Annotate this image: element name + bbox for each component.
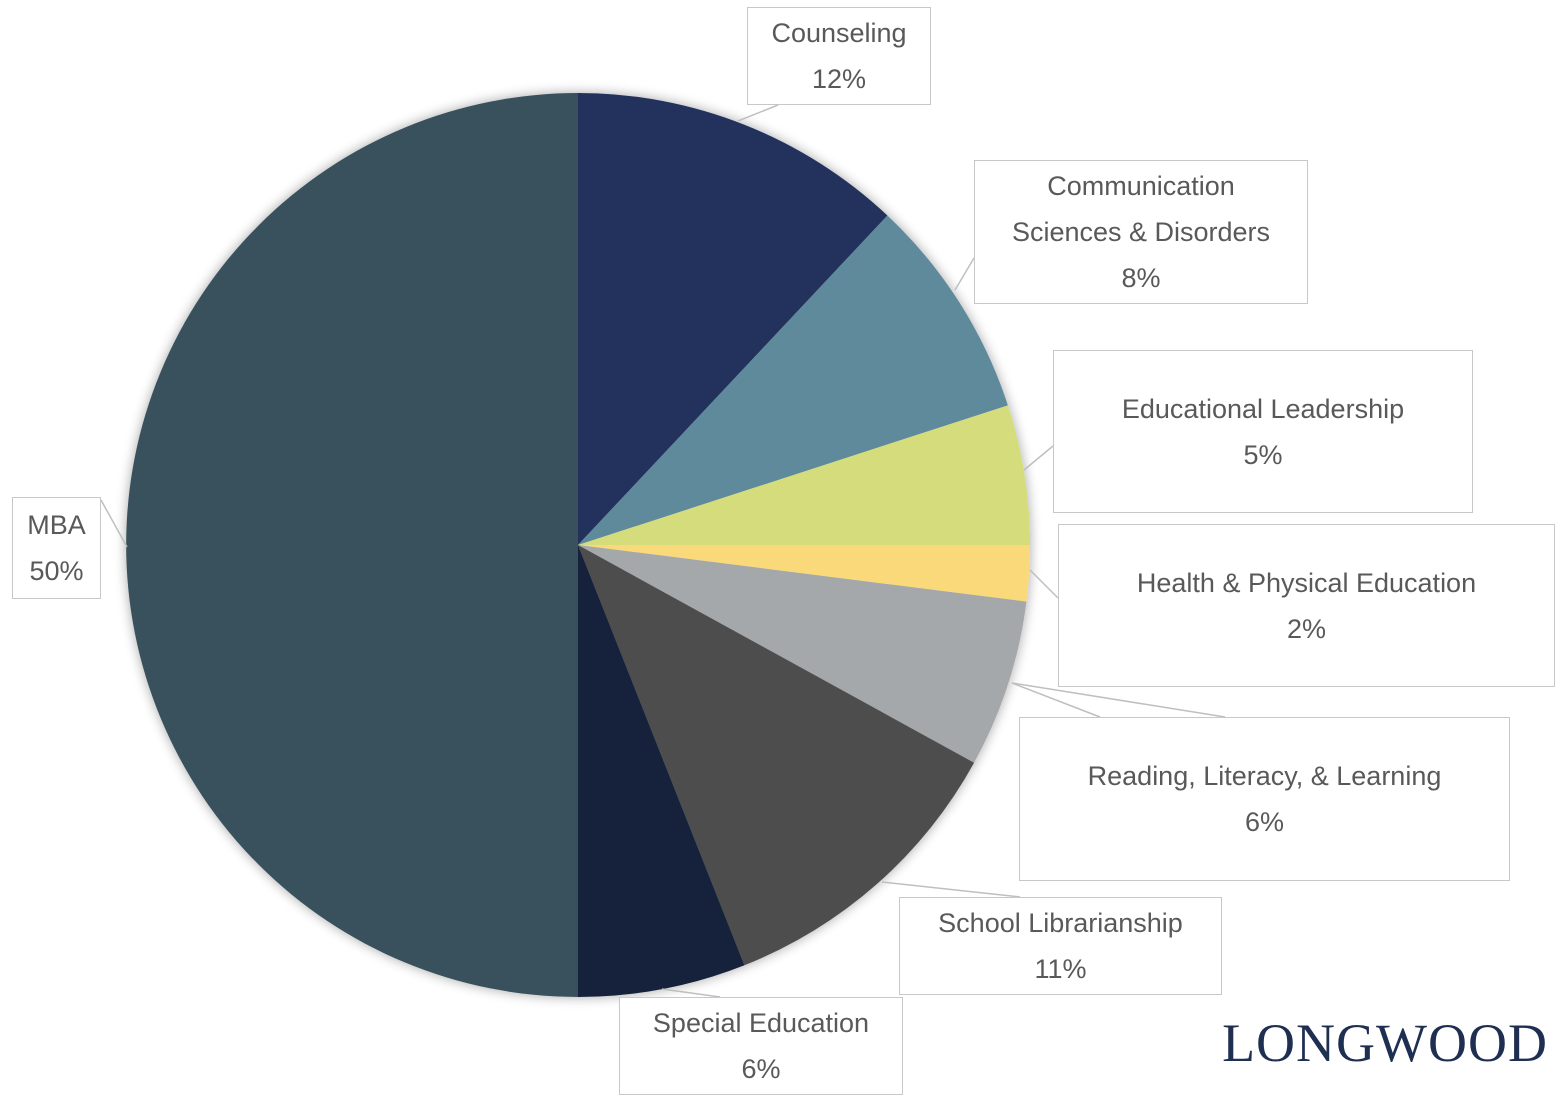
label-category: Reading, Literacy, & Learning [1087, 761, 1442, 791]
pie-slice [578, 405, 1030, 545]
label-category: Communication Sciences & Disorders [1011, 171, 1271, 247]
leader-line [1011, 682, 1226, 718]
logo: LONGWOOD [1222, 1013, 1548, 1073]
label-category: Counseling [771, 18, 907, 48]
pie-slice [126, 93, 578, 997]
label-category: MBA [27, 510, 86, 540]
pie-slice [578, 545, 1030, 602]
leader-line [737, 104, 779, 122]
leader-line [881, 881, 1021, 898]
label-value: 5% [1243, 439, 1283, 470]
data-label: Communication Sciences & Disorders 8% [974, 160, 1308, 304]
pie [126, 93, 1030, 997]
data-label: MBA 50% [12, 497, 101, 599]
label-value: 6% [1244, 807, 1285, 837]
pie-slice [578, 545, 1027, 763]
label-category: Health & Physical Education [1136, 567, 1477, 598]
data-label: Health & Physical Education 2% [1058, 524, 1555, 687]
label-value: 8% [1121, 263, 1161, 293]
label-value: 6% [741, 1054, 781, 1084]
leader-line [1029, 569, 1059, 599]
data-label: Reading, Literacy, & Learning 6% [1019, 717, 1510, 881]
label-category: Special Education [652, 1008, 870, 1038]
label-category: Educational Leadership [1121, 393, 1405, 424]
leader-lines [100, 104, 1226, 998]
leader-line [1023, 445, 1054, 471]
pie-slice [578, 545, 745, 997]
leader-line [1011, 682, 1101, 718]
data-label: Counseling 12% [747, 7, 931, 105]
data-label: School Librarianship 11% [899, 897, 1222, 995]
label-value: 2% [1286, 613, 1327, 644]
leader-line [661, 988, 721, 998]
data-label: Special Education 6% [619, 997, 903, 1095]
label-value: 11% [1034, 954, 1087, 984]
label-value: 50% [29, 556, 84, 586]
label-value: 12% [811, 64, 867, 94]
pie-slice [578, 93, 888, 545]
pie-slice [578, 545, 975, 966]
leader-line [100, 499, 128, 548]
leader-line [954, 257, 975, 291]
label-category: School Librarianship [938, 908, 1183, 938]
pie-slice [578, 215, 1008, 546]
data-label: Educational Leadership 5% [1053, 350, 1473, 513]
